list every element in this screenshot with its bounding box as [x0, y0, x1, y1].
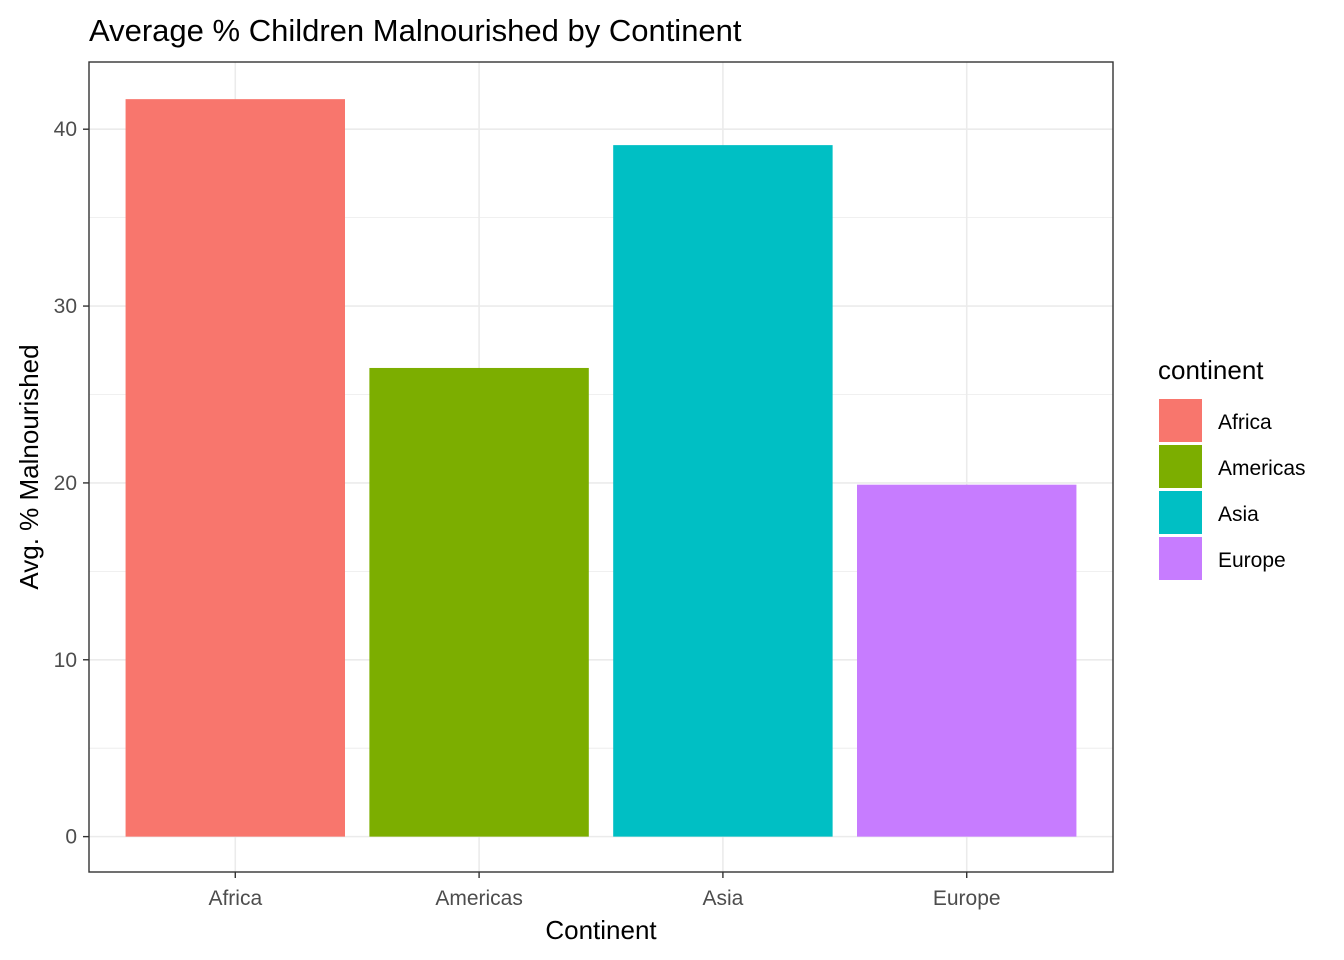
x-tick-label: Americas [435, 887, 523, 910]
y-tick-label: 20 [54, 472, 77, 495]
x-tick-label: Asia [702, 887, 743, 910]
bar-europe [857, 484, 1077, 837]
bar-africa [125, 99, 345, 837]
y-tick-label: 10 [54, 649, 77, 672]
y-tick-label: 0 [65, 826, 77, 849]
x-axis: Africa Americas Asia Europe [208, 872, 1001, 910]
x-axis-title: Continent [545, 915, 657, 945]
bars [125, 99, 1077, 837]
x-tick-label: Europe [933, 887, 1001, 910]
legend: continent Africa Americas Asia Europe [1158, 355, 1306, 580]
legend-key-asia [1159, 491, 1202, 534]
plot-area [88, 61, 1114, 873]
y-tick-label: 30 [54, 295, 77, 318]
legend-label: Americas [1218, 457, 1306, 480]
legend-items: Africa Americas Asia Europe [1159, 399, 1306, 580]
legend-label: Europe [1218, 549, 1286, 572]
chart-title: Average % Children Malnourished by Conti… [89, 13, 742, 48]
y-axis-title: Avg. % Malnourished [14, 344, 44, 589]
y-axis: 0 10 20 30 40 [54, 118, 89, 849]
bar-americas [369, 367, 589, 837]
legend-label: Asia [1218, 503, 1259, 526]
legend-title: continent [1158, 355, 1264, 385]
x-tick-label: Africa [208, 887, 262, 910]
y-tick-label: 40 [54, 118, 77, 141]
plot-border [88, 61, 1114, 873]
legend-label: Africa [1218, 411, 1272, 434]
bar-asia [613, 145, 833, 837]
legend-key-europe [1159, 537, 1202, 580]
legend-key-africa [1159, 399, 1202, 442]
legend-key-americas [1159, 445, 1202, 488]
